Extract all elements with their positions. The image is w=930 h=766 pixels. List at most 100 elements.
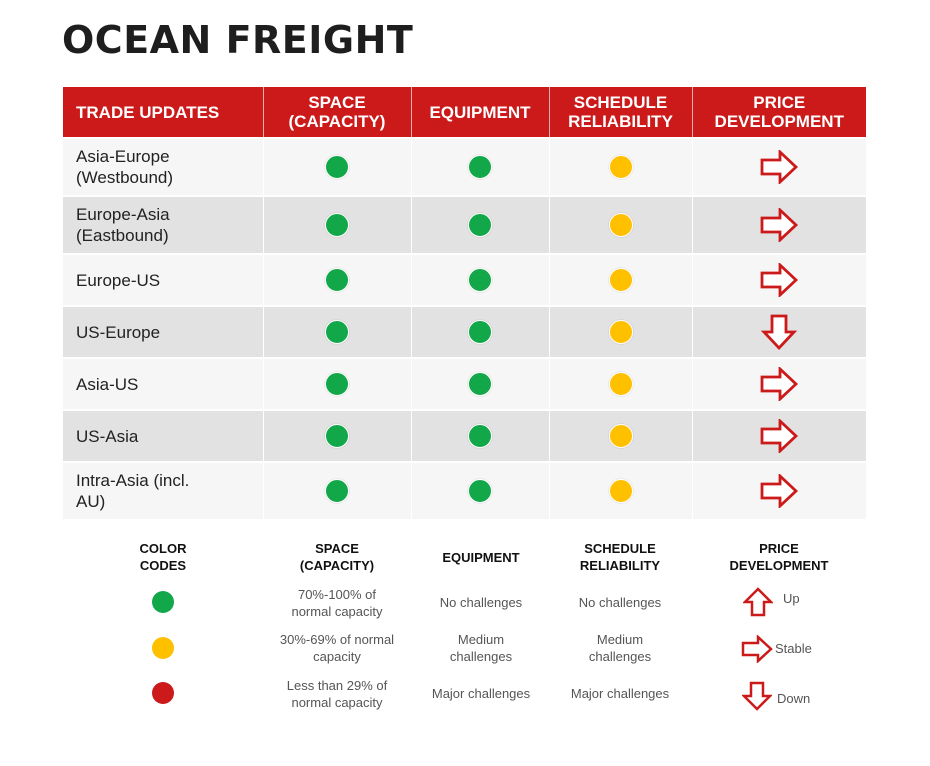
green-status-dot (325, 213, 349, 237)
equipment-status-cell (411, 306, 550, 359)
green-status-dot (468, 424, 492, 448)
arrow-right-icon (760, 208, 799, 242)
equipment-status-cell (411, 358, 550, 411)
legend-header-price: PRICE DEVELOPMENT (729, 541, 829, 573)
amber-status-dot (608, 268, 633, 292)
equipment-status-cell (411, 196, 550, 255)
table-row: Intra-Asia (incl. AU) (63, 462, 867, 521)
legend-space-amber: 30%-69% of normal capacity (279, 632, 395, 664)
legend-green-dot (152, 591, 174, 613)
green-status-dot (325, 479, 349, 503)
price-development-cell (692, 254, 867, 307)
header-schedule-reliability: SCHEDULE RELIABILITY (549, 87, 693, 139)
equipment-status-cell (411, 410, 550, 463)
space-status-cell (263, 358, 412, 411)
arrow-right-icon (760, 367, 799, 401)
space-status-cell (263, 306, 412, 359)
header-equipment: EQUIPMENT (411, 87, 550, 139)
arrow-up-icon (743, 587, 773, 617)
schedule-status-cell (549, 462, 693, 521)
route-name: US-Europe (63, 306, 264, 359)
legend-header-schedule: SCHEDULE RELIABILITY (579, 541, 661, 573)
space-status-cell (263, 462, 412, 521)
legend-schedule-red: Major challenges (570, 686, 670, 701)
legend-price-down: Down (777, 691, 811, 706)
legend-header-equipment: EQUIPMENT (442, 550, 520, 565)
green-status-dot (325, 268, 349, 292)
arrow-right-icon (760, 474, 799, 508)
arrow-right-icon (741, 635, 773, 663)
table-row: US-Europe (63, 306, 867, 359)
space-status-cell (263, 410, 412, 463)
green-status-dot (325, 320, 349, 344)
route-name: Intra-Asia (incl. AU) (63, 462, 264, 521)
price-development-cell (692, 138, 867, 197)
table-header-row: TRADE UPDATES SPACE (CAPACITY) EQUIPMENT… (63, 87, 866, 139)
schedule-status-cell (549, 254, 693, 307)
green-status-dot (468, 320, 492, 344)
price-development-cell (692, 196, 867, 255)
route-name: US-Asia (63, 410, 264, 463)
header-space-capacity: SPACE (CAPACITY) (263, 87, 412, 139)
table-row: Asia-Europe (Westbound) (63, 138, 867, 197)
route-name: Asia-Europe (Westbound) (63, 138, 264, 197)
amber-status-dot (608, 372, 633, 396)
schedule-status-cell (549, 196, 693, 255)
legend-header-space: SPACE (CAPACITY) (299, 541, 375, 573)
legend-equipment-red: Major challenges (431, 686, 531, 701)
amber-status-dot (608, 424, 633, 448)
green-status-dot (468, 479, 492, 503)
price-development-cell (692, 358, 867, 411)
arrow-right-icon (760, 419, 799, 453)
route-name: Asia-US (63, 358, 264, 411)
legend-space-red: Less than 29% of normal capacity (286, 678, 388, 710)
price-development-cell (692, 462, 867, 521)
legend-red-dot (152, 682, 174, 704)
price-development-cell (692, 410, 867, 463)
green-status-dot (325, 372, 349, 396)
header-price-development: PRICE DEVELOPMENT (692, 87, 866, 139)
amber-status-dot (608, 155, 633, 179)
legend-schedule-green: No challenges (578, 595, 662, 610)
amber-status-dot (608, 479, 633, 503)
arrow-down-icon (742, 681, 772, 711)
equipment-status-cell (411, 254, 550, 307)
route-name: Europe-US (63, 254, 264, 307)
table-row: US-Asia (63, 410, 867, 463)
legend-schedule-amber: Medium challenges (588, 632, 652, 664)
green-status-dot (468, 155, 492, 179)
green-status-dot (468, 372, 492, 396)
amber-status-dot (608, 320, 633, 344)
equipment-status-cell (411, 138, 550, 197)
legend-price-up: Up (783, 591, 800, 606)
legend-amber-dot (152, 637, 174, 659)
arrow-right-icon (760, 150, 799, 184)
legend-price-stable: Stable (775, 641, 812, 656)
space-status-cell (263, 196, 412, 255)
schedule-status-cell (549, 358, 693, 411)
green-status-dot (468, 268, 492, 292)
table-row: Europe-US (63, 254, 867, 307)
space-status-cell (263, 138, 412, 197)
green-status-dot (325, 155, 349, 179)
page-title: OCEAN FREIGHT (62, 18, 414, 62)
legend-equipment-amber: Medium challenges (449, 632, 513, 664)
equipment-status-cell (411, 462, 550, 521)
price-development-cell (692, 306, 867, 359)
legend-space-green: 70%-100% of normal capacity (291, 587, 383, 619)
legend-equipment-green: No challenges (439, 595, 523, 610)
green-status-dot (468, 213, 492, 237)
schedule-status-cell (549, 306, 693, 359)
space-status-cell (263, 254, 412, 307)
schedule-status-cell (549, 138, 693, 197)
header-trade-updates: TRADE UPDATES (63, 87, 264, 139)
legend-header-color-codes: COLOR CODES (139, 541, 187, 573)
schedule-status-cell (549, 410, 693, 463)
trade-updates-table: TRADE UPDATES SPACE (CAPACITY) EQUIPMENT… (63, 87, 867, 521)
table-row: Europe-Asia (Eastbound) (63, 196, 867, 255)
amber-status-dot (608, 213, 633, 237)
table-row: Asia-US (63, 358, 867, 411)
arrow-down-icon (761, 314, 797, 351)
green-status-dot (325, 424, 349, 448)
arrow-right-icon (760, 263, 799, 297)
